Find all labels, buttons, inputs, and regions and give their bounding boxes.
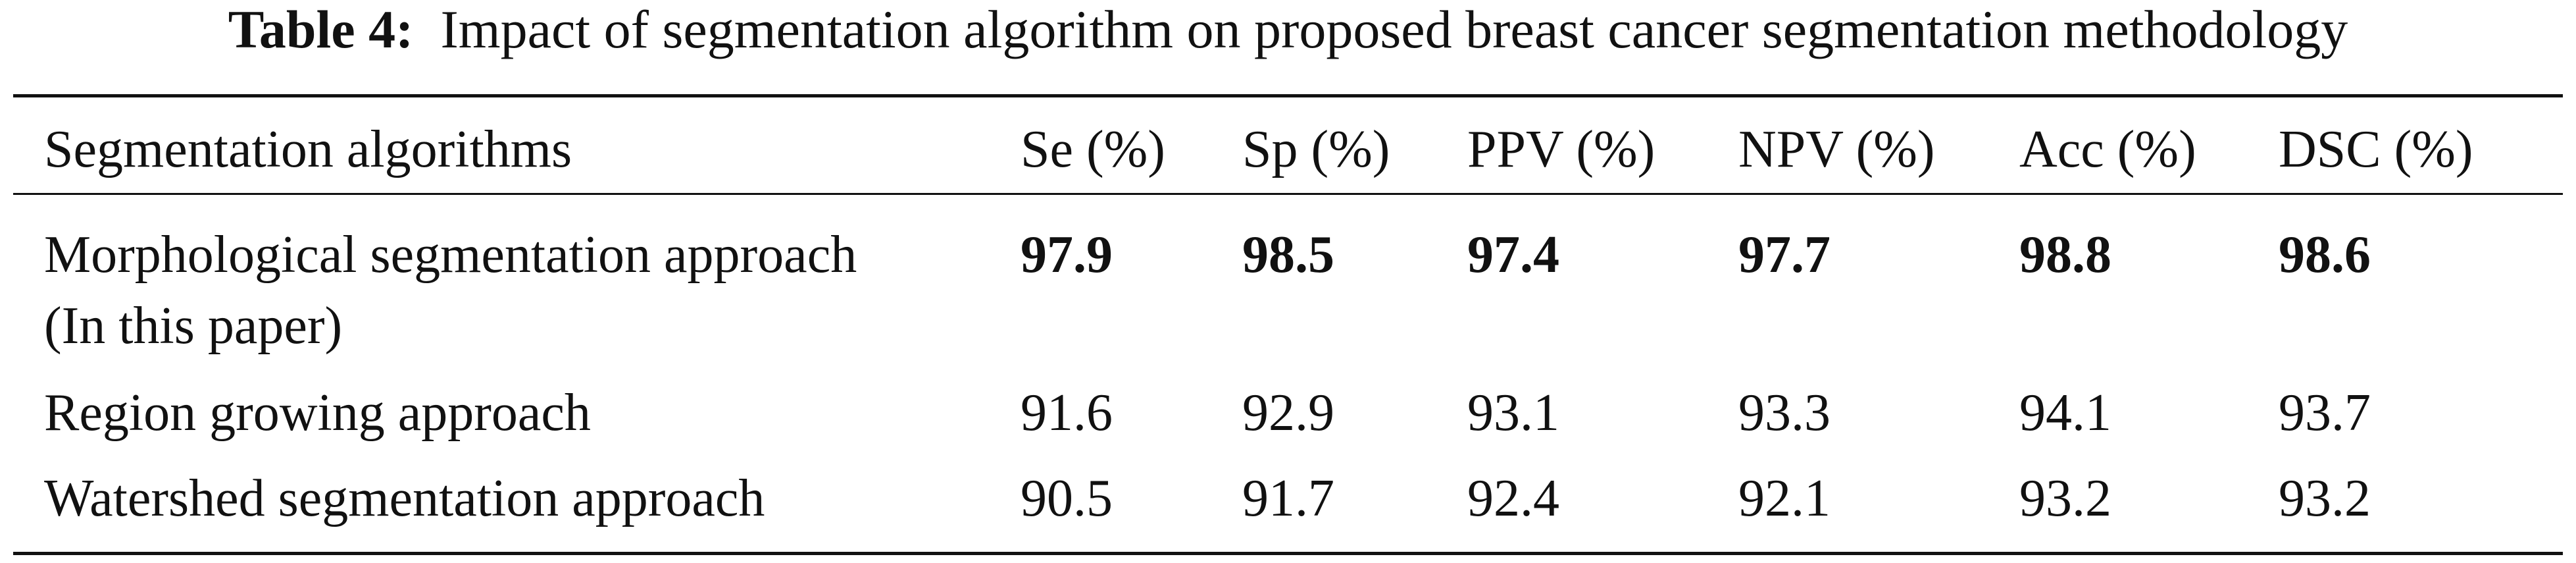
- cell-value: 93.3: [1738, 384, 1831, 442]
- cell-value: 98.8: [2019, 226, 2111, 284]
- column-header: Se (%): [1021, 121, 1165, 178]
- cell-value: 91.6: [1021, 384, 1113, 442]
- caption-text: Impact of segmentation algorithm on prop…: [440, 0, 2348, 59]
- cell-value: 93.7: [2279, 384, 2371, 442]
- row-label: Region growing approach: [44, 384, 591, 442]
- column-header: NPV (%): [1738, 121, 1935, 178]
- column-header: Sp (%): [1242, 121, 1390, 178]
- caption-label: Table 4:: [228, 0, 414, 59]
- column-header: PPV (%): [1467, 121, 1655, 178]
- cell-value: 97.7: [1738, 226, 1831, 284]
- cell-value: 93.2: [2019, 469, 2111, 527]
- row-label: Watershed segmentation approach: [44, 469, 765, 527]
- cell-value: 98.6: [2279, 226, 2371, 284]
- cell-value: 97.4: [1467, 226, 1559, 284]
- cell-value: 94.1: [2019, 384, 2111, 442]
- column-header: Segmentation algorithms: [44, 121, 572, 178]
- cell-value: 92.4: [1467, 469, 1559, 527]
- cell-value: 93.2: [2279, 469, 2371, 527]
- row-label: (In this paper): [44, 297, 343, 355]
- cell-value: 90.5: [1021, 469, 1113, 527]
- cell-value: 98.5: [1242, 226, 1334, 284]
- column-header: DSC (%): [2279, 121, 2473, 178]
- table-caption: Table 4: Impact of segmentation algorith…: [0, 0, 2576, 61]
- column-header: Acc (%): [2019, 121, 2196, 178]
- cell-value: 97.9: [1021, 226, 1113, 284]
- cell-value: 93.1: [1467, 384, 1559, 442]
- header-rule: [13, 193, 2563, 195]
- top-rule: [13, 94, 2563, 97]
- bottom-rule: [13, 552, 2563, 555]
- cell-value: 92.1: [1738, 469, 1831, 527]
- row-label: Morphological segmentation approach: [44, 226, 857, 284]
- cell-value: 92.9: [1242, 384, 1334, 442]
- cell-value: 91.7: [1242, 469, 1334, 527]
